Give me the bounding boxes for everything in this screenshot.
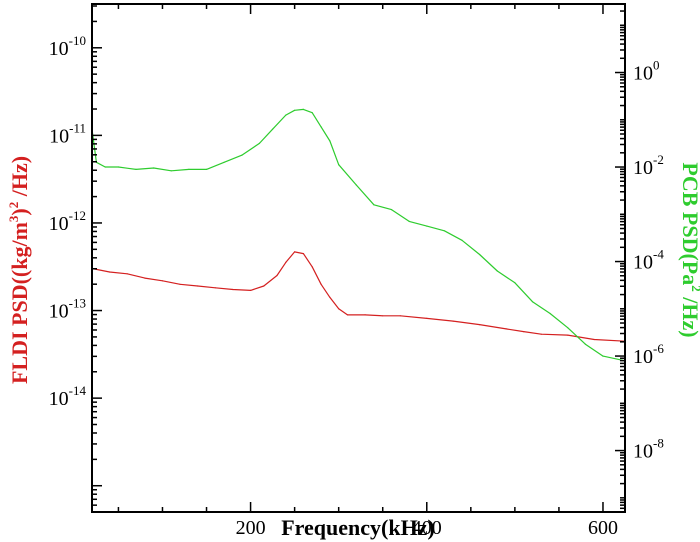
- pcb-psd-series: [91, 108, 626, 362]
- left-axis-title: FLDI PSD((kg/m3)2 /Hz): [6, 156, 32, 384]
- fldi-data-point: [399, 315, 401, 317]
- pcb-data-point: [223, 161, 225, 163]
- fldi-data-point: [311, 266, 313, 268]
- pcb-data-point: [320, 126, 322, 128]
- pcb-data-point: [408, 220, 410, 222]
- pcb-data-point: [329, 140, 331, 142]
- fldi-data-point: [540, 333, 542, 335]
- pcb-data-point: [602, 355, 604, 357]
- fldi-data-point: [426, 317, 428, 319]
- pcb-data-point: [531, 301, 534, 303]
- fldi-data-point: [232, 288, 234, 291]
- right-tick-label: 10-2: [633, 152, 664, 179]
- pcb-data-point: [272, 128, 274, 130]
- fldi-data-point: [338, 308, 340, 310]
- right-axis-ticks: 10-8 10-6 10-4 10-2 100: [615, 10, 664, 510]
- fldi-data-point: [382, 315, 384, 317]
- fldi-data-point: [197, 285, 199, 287]
- pcb-data-point: [426, 225, 428, 227]
- plot-frame: [91, 3, 626, 513]
- right-axis-title: PCB PSD(Pa2 /Hz): [678, 162, 700, 337]
- fldi-data-point: [329, 296, 331, 298]
- fldi-data-point: [126, 273, 128, 275]
- right-tick-label: 10-6: [633, 341, 664, 368]
- pcb-data-point: [496, 270, 498, 272]
- fldi-data-point: [250, 289, 252, 291]
- x-tick-label: 600: [588, 517, 618, 539]
- left-tick-label: 10-14: [49, 383, 87, 410]
- pcb-data-point: [311, 112, 313, 114]
- pcb-data-point: [241, 154, 243, 156]
- fldi-psd-series: [91, 251, 626, 342]
- left-tick-label: 10-10: [49, 33, 86, 60]
- left-axis-ticks: 10-14 10-13 10-12 10-11 10-10: [49, 5, 102, 506]
- right-tick-label: 10-4: [633, 247, 664, 274]
- x-axis-title: Frequency(kHz): [281, 515, 435, 540]
- plot-area: [91, 108, 626, 362]
- x-axis-ticks: 200 400 600: [117, 4, 618, 539]
- pcb-data-point: [338, 164, 340, 166]
- fldi-data-point: [109, 271, 111, 273]
- pcb-data-point: [188, 168, 190, 170]
- fldi-data-point: [505, 328, 507, 330]
- fldi-data-point: [294, 251, 296, 253]
- fldi-data-point: [346, 314, 349, 316]
- fldi-data-point: [144, 277, 146, 279]
- left-tick-label: 10-11: [49, 120, 86, 147]
- fldi-data-point: [320, 283, 322, 285]
- fldi-data-point: [593, 338, 595, 341]
- fldi-data-point: [479, 324, 481, 326]
- fldi-data-point: [263, 285, 265, 287]
- x-tick-label: 200: [236, 517, 266, 539]
- pcb-data-point: [567, 327, 569, 329]
- pcb-data-point: [258, 142, 260, 144]
- pcb-data-point: [443, 230, 445, 232]
- fldi-data-point: [302, 253, 304, 255]
- x-tick-label: 400: [412, 517, 442, 539]
- pcb-data-point: [117, 166, 119, 168]
- fldi-data-point: [179, 283, 181, 285]
- pcb-data-point: [205, 168, 208, 170]
- pcb-data-point: [584, 343, 587, 345]
- fldi-data-point: [452, 320, 454, 322]
- pcb-data-point: [373, 204, 375, 206]
- fldi-data-point: [161, 280, 164, 282]
- pcb-data-point: [294, 109, 296, 111]
- pcb-data-point: [153, 167, 155, 169]
- right-tick-label: 10-8: [633, 436, 664, 463]
- pcb-data-point: [285, 114, 287, 116]
- fldi-data-point: [285, 261, 287, 263]
- pcb-data-point: [549, 312, 551, 315]
- pcb-data-point: [355, 184, 357, 186]
- pcb-data-point: [479, 253, 481, 256]
- fldi-data-point: [567, 334, 569, 336]
- pcb-data-point: [461, 239, 463, 241]
- fldi-data-point: [214, 287, 216, 289]
- right-tick-label: 100: [633, 58, 660, 85]
- left-tick-label: 10-13: [49, 296, 86, 323]
- pcb-data-point: [135, 168, 137, 170]
- left-tick-label: 10-12: [49, 208, 86, 235]
- pcb-data-point: [302, 108, 304, 110]
- fldi-data-point: [523, 331, 525, 333]
- pcb-data-point: [170, 170, 172, 172]
- fldi-data-point: [364, 314, 366, 316]
- pcb-data-point: [104, 166, 106, 168]
- pcb-data-point: [390, 209, 393, 211]
- pcb-data-point: [514, 282, 516, 284]
- fldi-data-point: [276, 274, 278, 277]
